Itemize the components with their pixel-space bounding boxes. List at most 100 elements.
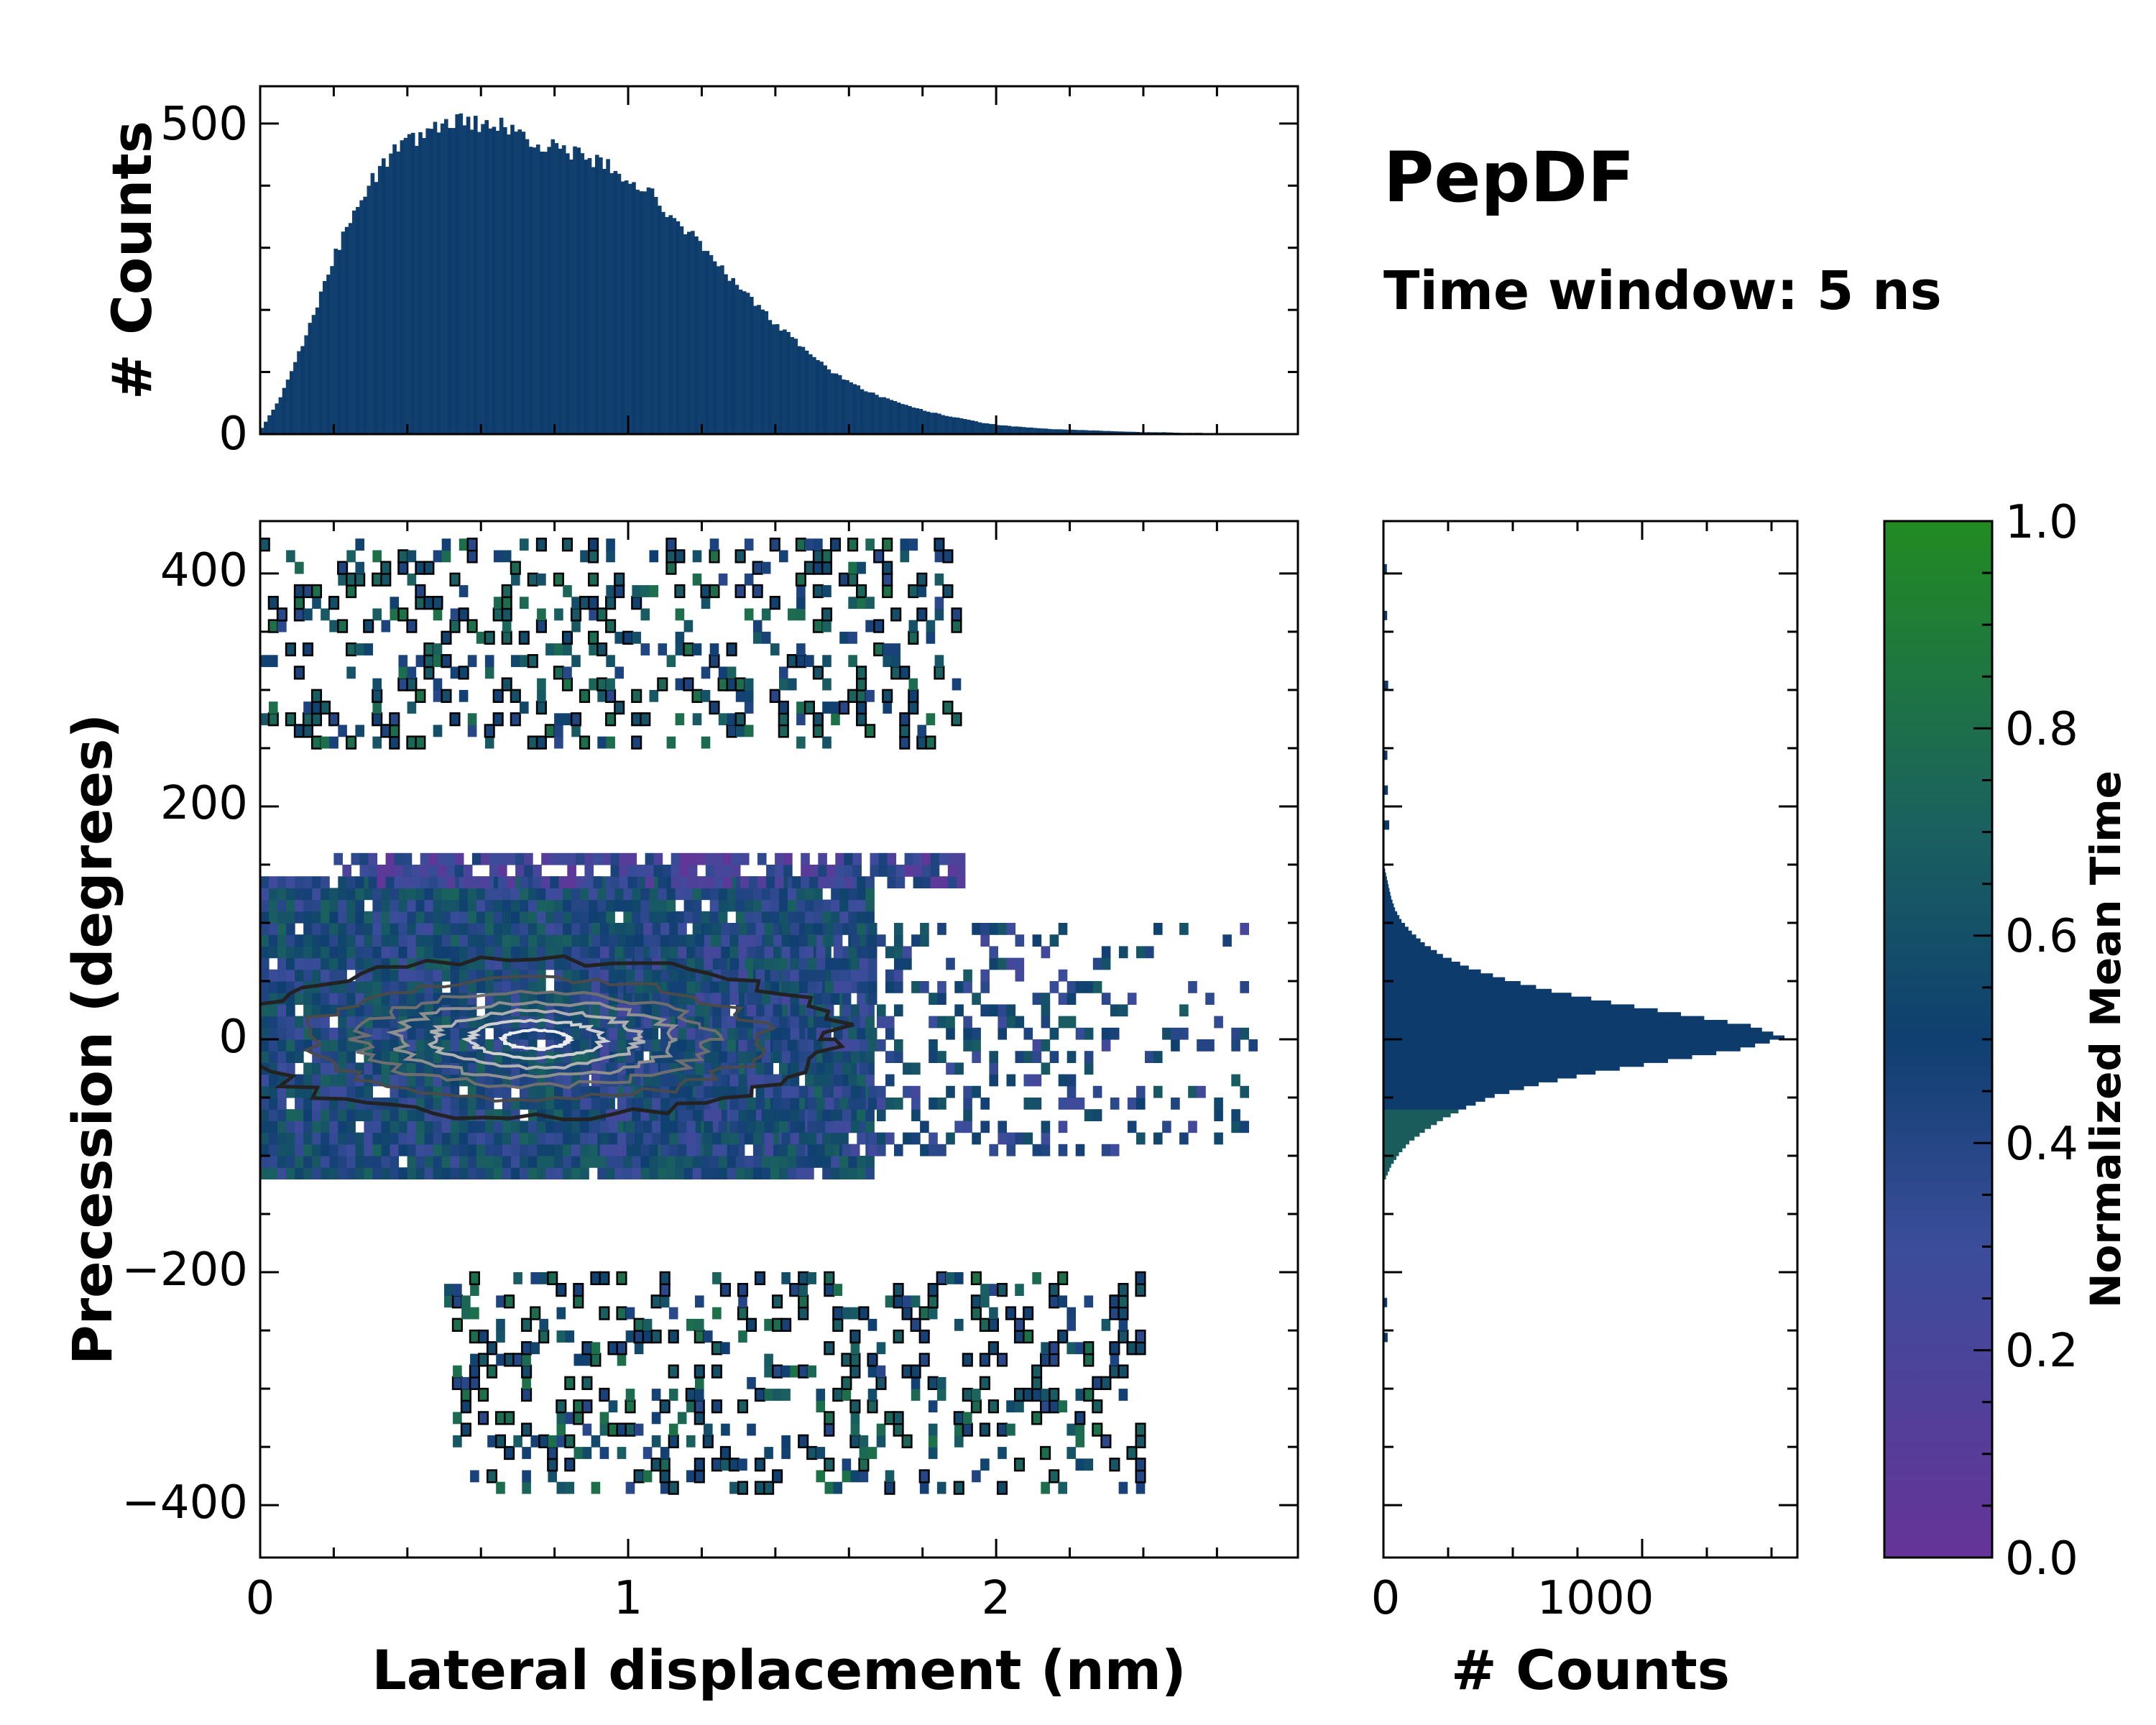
heatmap-cell xyxy=(303,876,313,888)
heatmap-cell xyxy=(580,888,589,901)
heatmap-cell xyxy=(364,643,373,656)
top-histogram-bar xyxy=(566,153,570,435)
heatmap-cell xyxy=(814,1016,823,1029)
heatmap-cell xyxy=(501,584,512,599)
heatmap-cell xyxy=(660,1132,670,1145)
heatmap-cell xyxy=(372,689,383,703)
heatmap-cell xyxy=(528,888,538,901)
top-histogram-bar xyxy=(668,215,673,434)
heatmap-cell xyxy=(773,1109,783,1121)
heatmap-cell xyxy=(579,735,591,750)
heatmap-cell xyxy=(520,1144,529,1156)
heatmap-cell xyxy=(554,888,563,901)
heatmap-cell xyxy=(635,969,644,982)
heatmap-cell xyxy=(790,957,800,970)
heatmap-cell xyxy=(972,1051,981,1063)
top-histogram-bar xyxy=(1029,427,1033,434)
heatmap-cell xyxy=(1032,1039,1042,1052)
right-histogram-bars xyxy=(1383,564,1784,1343)
top-histogram-bar xyxy=(1055,429,1059,434)
heatmap-cell xyxy=(346,1085,356,1098)
heatmap-cell xyxy=(420,852,430,865)
heatmap-cell xyxy=(729,934,739,947)
heatmap-cell xyxy=(520,946,529,959)
top-histogram-bar xyxy=(734,285,740,434)
heatmap-cell xyxy=(407,1062,417,1075)
heatmap-cell xyxy=(606,888,615,901)
heatmap-cell xyxy=(770,899,780,912)
heatmap-cell xyxy=(1015,1016,1025,1029)
heatmap-cell xyxy=(407,934,417,947)
heatmap-cell xyxy=(364,911,373,924)
heatmap-cell xyxy=(520,702,529,714)
heatmap-cell xyxy=(818,876,827,888)
heatmap-cell xyxy=(538,1434,550,1448)
top-histogram-bar xyxy=(624,180,629,434)
heatmap-cell xyxy=(515,865,525,877)
right-histogram-bar xyxy=(1383,610,1388,620)
heatmap-cell xyxy=(729,1098,739,1110)
heatmap-cell xyxy=(467,1062,477,1075)
top-histogram-bar xyxy=(521,132,526,434)
heatmap-cell xyxy=(989,923,998,935)
top-histogram-bar xyxy=(602,169,607,434)
heatmap-cell xyxy=(752,957,763,970)
heatmap-cell xyxy=(389,712,400,727)
heatmap-cell xyxy=(790,1365,799,1378)
heatmap-cell xyxy=(1058,1144,1068,1156)
heatmap-cell xyxy=(857,561,866,574)
heatmap-cell xyxy=(269,946,278,959)
heatmap-cell xyxy=(580,1121,589,1133)
heatmap-cell xyxy=(469,1364,480,1379)
heatmap-cell xyxy=(738,923,747,935)
heatmap-cell xyxy=(1075,1144,1085,1156)
top-histogram-bar xyxy=(429,129,434,434)
heatmap-cell xyxy=(668,1481,679,1495)
heatmap-cell xyxy=(364,1085,373,1098)
heatmap-cell xyxy=(493,550,503,563)
heatmap-cell xyxy=(859,1039,869,1052)
heatmap-cell xyxy=(511,1156,520,1168)
heatmap-cell xyxy=(721,1458,730,1471)
heatmap-cell xyxy=(747,993,757,1005)
heatmap-cell xyxy=(764,1318,773,1331)
heatmap-cell xyxy=(857,888,866,901)
heatmap-cell xyxy=(433,1121,443,1133)
heatmap-cell xyxy=(790,1004,800,1017)
heatmap-cell xyxy=(951,619,962,633)
heatmap-cell xyxy=(579,689,591,703)
heatmap-cell xyxy=(832,1306,844,1320)
heatmap-cell xyxy=(876,1435,886,1448)
heatmap-cell xyxy=(807,1144,817,1156)
heatmap-cell xyxy=(545,923,555,935)
heatmap-cell xyxy=(312,934,321,947)
top-histogram-bar xyxy=(1036,428,1041,434)
heatmap-cell xyxy=(1092,981,1102,993)
heatmap-cell xyxy=(277,1051,287,1063)
heatmap-cell xyxy=(260,899,270,912)
heatmap-cell xyxy=(535,538,547,552)
heatmap-cell xyxy=(790,1016,800,1029)
heatmap-cell xyxy=(650,1329,662,1344)
heatmap-cell xyxy=(312,1062,321,1075)
heatmap-cell xyxy=(390,1132,400,1145)
heatmap-cell xyxy=(599,1074,609,1087)
right-histogram-bar xyxy=(1383,1297,1388,1307)
heatmap-cell xyxy=(882,538,893,552)
heatmap-cell xyxy=(694,1411,705,1425)
heatmap-cell xyxy=(354,572,366,586)
heatmap-cell xyxy=(610,865,620,877)
heatmap-cell xyxy=(380,572,392,586)
heatmap-cell xyxy=(623,899,632,912)
heatmap-cell xyxy=(571,911,581,924)
heatmap-cell xyxy=(372,1121,382,1133)
heatmap-cell xyxy=(484,923,494,935)
heatmap-cell xyxy=(890,666,902,680)
heatmap-cell xyxy=(1136,1098,1146,1110)
heatmap-cell xyxy=(1118,946,1128,959)
heatmap-cell xyxy=(1023,1329,1034,1344)
heatmap-cell xyxy=(727,899,737,912)
heatmap-cell xyxy=(937,1051,946,1063)
heatmap-cell xyxy=(1092,1109,1102,1121)
right-histogram-bar xyxy=(1383,1059,1668,1063)
